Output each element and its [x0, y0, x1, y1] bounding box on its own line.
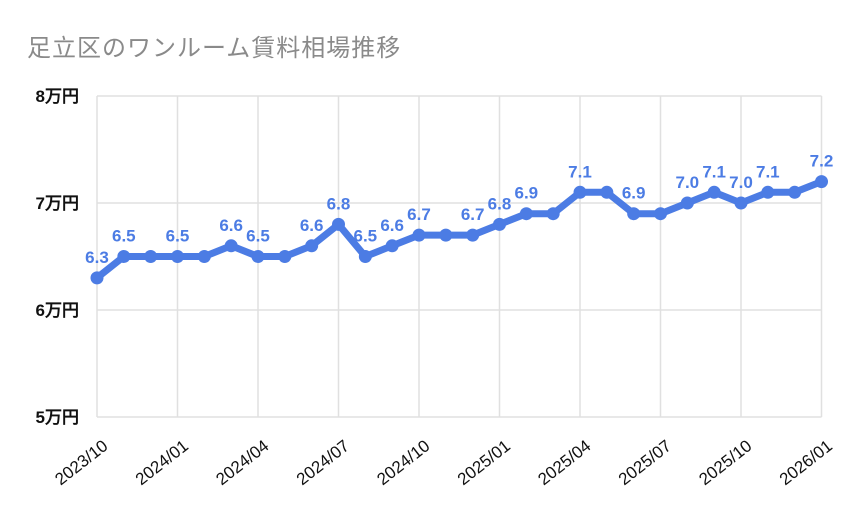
- data-point-label: 6.7: [461, 205, 485, 224]
- x-axis-tick-label: 2025/07: [615, 436, 675, 489]
- data-point: [546, 207, 560, 221]
- x-axis-tick-label: 2024/01: [132, 436, 192, 489]
- data-point: [519, 207, 533, 221]
- data-point: [251, 250, 265, 263]
- x-axis-tick-label: 2024/10: [373, 436, 433, 489]
- data-point-label: 7.2: [810, 152, 834, 171]
- y-axis-tick-label: 6万円: [36, 301, 79, 320]
- data-point: [171, 250, 184, 263]
- data-point: [439, 228, 453, 242]
- x-axis-tick-label: 2024/04: [212, 436, 272, 489]
- y-axis-tick-label: 5万円: [36, 408, 79, 427]
- data-point-label: 6.8: [488, 194, 512, 213]
- data-point-label: 6.5: [166, 227, 190, 246]
- data-point-label: 6.6: [380, 216, 404, 235]
- data-point-label: 7.1: [702, 162, 726, 181]
- data-point: [144, 250, 158, 263]
- data-point-label: 6.3: [85, 248, 109, 267]
- data-point: [788, 185, 802, 199]
- data-point-label: 6.9: [515, 184, 539, 203]
- data-point: [358, 250, 372, 263]
- data-point: [573, 185, 587, 199]
- data-point: [680, 196, 694, 210]
- data-point: [197, 250, 211, 263]
- data-point: [761, 185, 775, 199]
- data-point: [412, 228, 426, 242]
- data-point: [385, 239, 399, 253]
- data-point-label: 6.7: [407, 205, 431, 224]
- data-point-label: 6.5: [354, 227, 378, 246]
- data-point: [600, 185, 614, 199]
- y-axis-tick-label: 8万円: [36, 87, 79, 106]
- data-point: [654, 207, 667, 221]
- data-point-label: 6.9: [622, 184, 646, 203]
- data-point-label: 6.6: [300, 216, 324, 235]
- data-point: [90, 271, 104, 285]
- data-point: [493, 217, 506, 231]
- x-axis-tick-label: 2024/07: [293, 436, 353, 489]
- data-point-label: 6.8: [327, 194, 351, 213]
- y-axis-tick-label: 7万円: [36, 194, 79, 213]
- data-point: [815, 175, 828, 189]
- data-point: [305, 239, 319, 253]
- data-point: [734, 196, 748, 210]
- data-point: [466, 228, 480, 242]
- data-point: [224, 239, 238, 253]
- data-point-label: 7.0: [729, 173, 753, 192]
- data-point-label: 7.1: [568, 162, 592, 181]
- x-axis-tick-label: 2025/04: [534, 436, 594, 489]
- data-point-label: 7.0: [676, 173, 700, 192]
- x-axis-tick-label: 2025/10: [695, 436, 755, 489]
- chart-title: 足立区のワンルーム賃料相場推移: [27, 35, 402, 62]
- trend-line: [93, 178, 825, 282]
- data-point-label: 6.6: [219, 216, 243, 235]
- data-point: [117, 250, 131, 263]
- data-point: [627, 207, 641, 221]
- data-point: [707, 185, 721, 199]
- data-point-label: 6.5: [246, 227, 270, 246]
- data-point-label: 7.1: [756, 162, 780, 181]
- data-point-label: 6.5: [112, 227, 136, 246]
- x-axis-tick-label: 2026/01: [776, 436, 836, 489]
- data-point: [332, 217, 345, 231]
- x-axis-tick-label: 2025/01: [454, 436, 514, 489]
- x-axis-tick-label: 2023/10: [51, 436, 111, 489]
- data-point: [278, 250, 292, 263]
